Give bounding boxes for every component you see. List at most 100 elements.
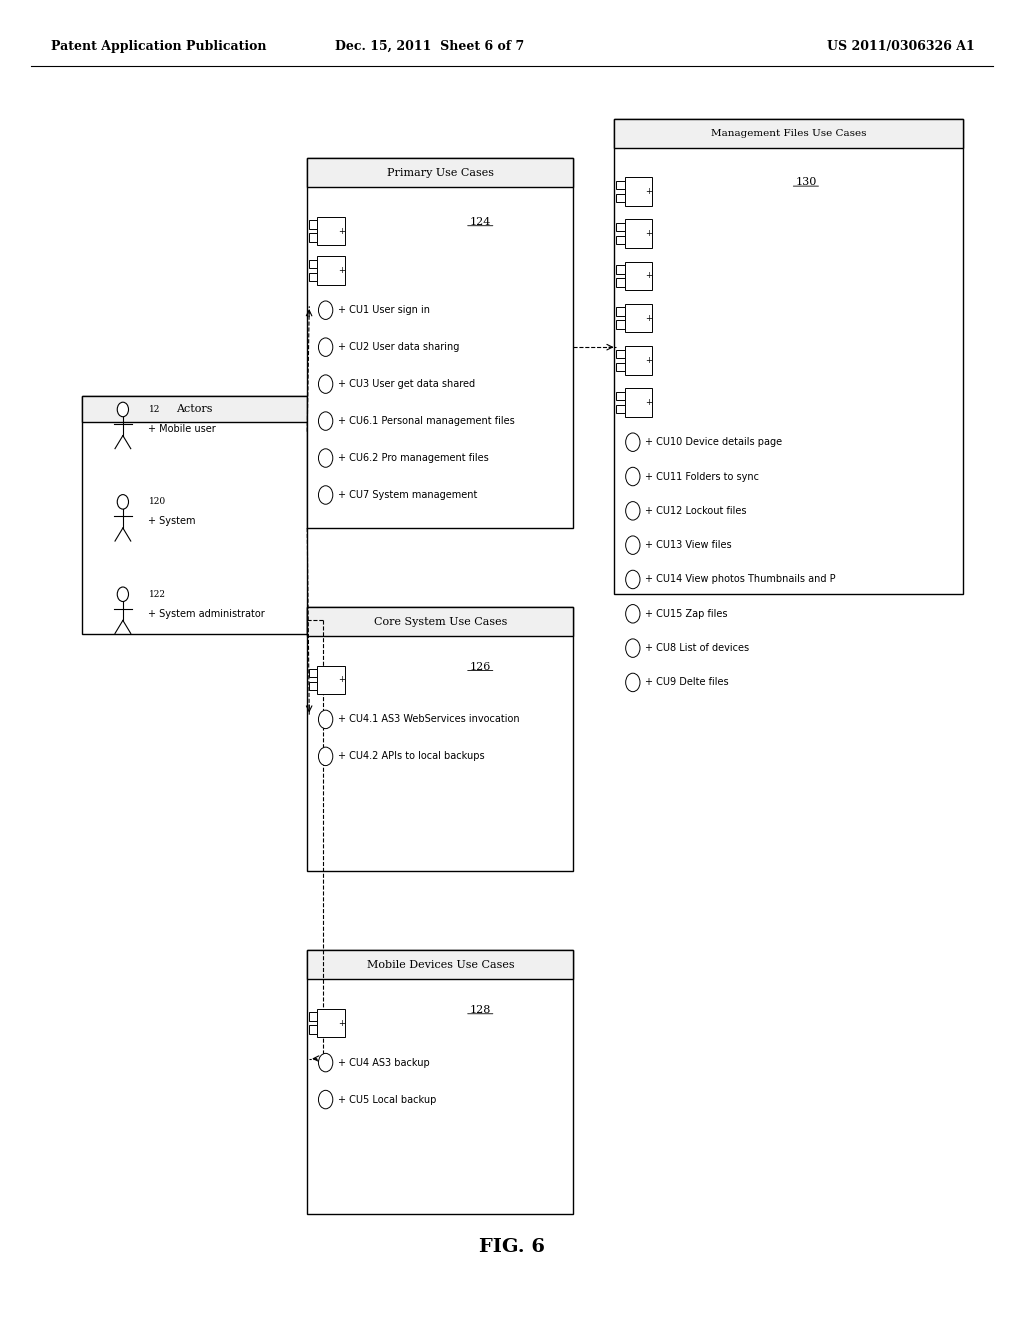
- Bar: [309, 1026, 317, 1034]
- Bar: [616, 392, 625, 400]
- Bar: [625, 177, 652, 206]
- Bar: [616, 363, 625, 371]
- Text: + CU12 Lockout files: + CU12 Lockout files: [645, 506, 746, 516]
- Text: + CU11 Folders to sync: + CU11 Folders to sync: [645, 471, 759, 482]
- Text: Patent Application Publication: Patent Application Publication: [51, 40, 266, 53]
- Circle shape: [318, 747, 333, 766]
- Text: Actors: Actors: [176, 404, 213, 414]
- Text: + CU4.2 APIs to local backups: + CU4.2 APIs to local backups: [338, 751, 484, 762]
- Text: +: +: [645, 272, 652, 280]
- Text: + CU7 System management: + CU7 System management: [338, 490, 477, 500]
- Circle shape: [318, 1053, 333, 1072]
- Bar: [309, 682, 317, 690]
- Bar: [317, 216, 345, 246]
- Text: Core System Use Cases: Core System Use Cases: [374, 616, 507, 627]
- Bar: [616, 265, 625, 273]
- Bar: [309, 1012, 317, 1020]
- Text: 130: 130: [796, 177, 816, 187]
- Text: + CU6.1 Personal management files: + CU6.1 Personal management files: [338, 416, 515, 426]
- Text: + CU14 View photos Thumbnails and P: + CU14 View photos Thumbnails and P: [645, 574, 836, 585]
- Circle shape: [318, 449, 333, 467]
- Bar: [307, 607, 573, 636]
- Text: 126: 126: [470, 661, 490, 672]
- Circle shape: [318, 486, 333, 504]
- Bar: [307, 950, 573, 979]
- Text: + CU10 Device details page: + CU10 Device details page: [645, 437, 782, 447]
- Bar: [309, 669, 317, 677]
- Text: Management Files Use Cases: Management Files Use Cases: [711, 129, 866, 137]
- Circle shape: [318, 710, 333, 729]
- Bar: [307, 158, 573, 187]
- Circle shape: [117, 403, 129, 417]
- Text: +: +: [338, 1019, 345, 1027]
- Text: + System: + System: [148, 516, 196, 527]
- Bar: [307, 950, 573, 1214]
- Bar: [614, 119, 963, 594]
- Bar: [82, 396, 307, 634]
- Text: + CU5 Local backup: + CU5 Local backup: [338, 1094, 436, 1105]
- Bar: [625, 304, 652, 333]
- Text: + CU6.2 Pro management files: + CU6.2 Pro management files: [338, 453, 488, 463]
- Bar: [625, 388, 652, 417]
- Circle shape: [318, 338, 333, 356]
- Circle shape: [318, 375, 333, 393]
- Text: +: +: [645, 314, 652, 322]
- Text: + Mobile user: + Mobile user: [148, 424, 216, 434]
- Bar: [309, 234, 317, 242]
- Bar: [309, 273, 317, 281]
- Bar: [307, 607, 573, 871]
- Bar: [82, 396, 307, 422]
- Text: US 2011/0306326 A1: US 2011/0306326 A1: [827, 40, 975, 53]
- Bar: [616, 223, 625, 231]
- Circle shape: [626, 433, 640, 451]
- Text: 12: 12: [148, 405, 160, 414]
- Circle shape: [626, 502, 640, 520]
- Text: + CU1 User sign in: + CU1 User sign in: [338, 305, 430, 315]
- Text: Primary Use Cases: Primary Use Cases: [387, 168, 494, 178]
- Text: 122: 122: [148, 590, 166, 599]
- Text: + CU15 Zap files: + CU15 Zap files: [645, 609, 728, 619]
- Bar: [616, 181, 625, 189]
- Text: + CU4 AS3 backup: + CU4 AS3 backup: [338, 1057, 430, 1068]
- Text: +: +: [645, 230, 652, 238]
- Bar: [625, 219, 652, 248]
- Circle shape: [318, 301, 333, 319]
- Text: +: +: [645, 399, 652, 407]
- Circle shape: [318, 1090, 333, 1109]
- Text: +: +: [338, 676, 345, 684]
- Bar: [616, 405, 625, 413]
- Text: FIG. 6: FIG. 6: [479, 1238, 545, 1257]
- Text: + CU4.1 AS3 WebServices invocation: + CU4.1 AS3 WebServices invocation: [338, 714, 519, 725]
- Text: +: +: [338, 227, 345, 235]
- Text: +: +: [338, 267, 345, 275]
- Text: Dec. 15, 2011  Sheet 6 of 7: Dec. 15, 2011 Sheet 6 of 7: [336, 40, 524, 53]
- Circle shape: [117, 587, 129, 602]
- Circle shape: [626, 467, 640, 486]
- Bar: [616, 350, 625, 358]
- Bar: [616, 321, 625, 329]
- Bar: [307, 158, 573, 528]
- Circle shape: [626, 570, 640, 589]
- Bar: [309, 260, 317, 268]
- Bar: [317, 256, 345, 285]
- Text: +: +: [645, 187, 652, 195]
- Text: + CU9 Delte files: + CU9 Delte files: [645, 677, 729, 688]
- Bar: [614, 119, 963, 148]
- Text: 128: 128: [470, 1005, 490, 1015]
- Circle shape: [626, 605, 640, 623]
- Circle shape: [626, 673, 640, 692]
- Text: + System administrator: + System administrator: [148, 609, 265, 619]
- Circle shape: [626, 536, 640, 554]
- Bar: [616, 194, 625, 202]
- Text: + CU13 View files: + CU13 View files: [645, 540, 732, 550]
- Circle shape: [626, 639, 640, 657]
- Text: 124: 124: [470, 216, 490, 227]
- Bar: [625, 346, 652, 375]
- Bar: [625, 261, 652, 290]
- Text: +: +: [645, 356, 652, 364]
- Text: + CU8 List of devices: + CU8 List of devices: [645, 643, 750, 653]
- Text: + CU3 User get data shared: + CU3 User get data shared: [338, 379, 475, 389]
- Circle shape: [117, 495, 129, 510]
- Bar: [309, 220, 317, 228]
- Bar: [317, 665, 345, 694]
